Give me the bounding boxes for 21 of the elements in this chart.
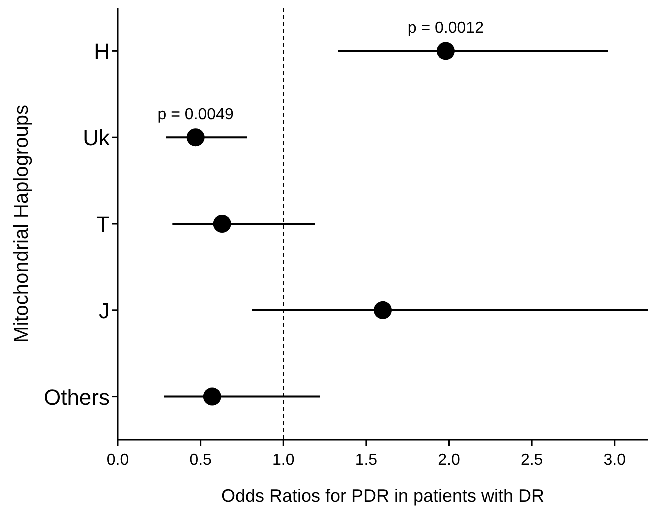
x-tick-label: 3.0	[604, 452, 626, 469]
point	[374, 301, 392, 320]
x-tick-label: 1.0	[272, 452, 295, 469]
x-tick-label: 1.5	[355, 452, 378, 469]
annotation: p = 0.0012	[408, 20, 484, 38]
point	[203, 388, 222, 406]
y-axis-title: Mitochondrial Haplogroups	[11, 105, 33, 343]
y-tick-label: Others	[44, 384, 110, 410]
x-axis-title: Odds Ratios for PDR in patients with DR	[221, 486, 545, 506]
y-tick-label: J	[99, 298, 110, 324]
y-tick-label: T	[96, 212, 110, 237]
annotation: p = 0.0049	[158, 106, 234, 124]
y-tick-label: H	[94, 39, 110, 64]
x-tick-label: 2.5	[520, 452, 544, 469]
x-tick-label: 0.0	[106, 452, 130, 469]
x-tick-label: 0.5	[190, 452, 212, 469]
point	[436, 42, 455, 60]
point	[213, 215, 232, 233]
x-tick-label: 2.0	[438, 452, 460, 469]
y-tick-label: Uk	[83, 126, 111, 151]
point	[186, 128, 205, 147]
